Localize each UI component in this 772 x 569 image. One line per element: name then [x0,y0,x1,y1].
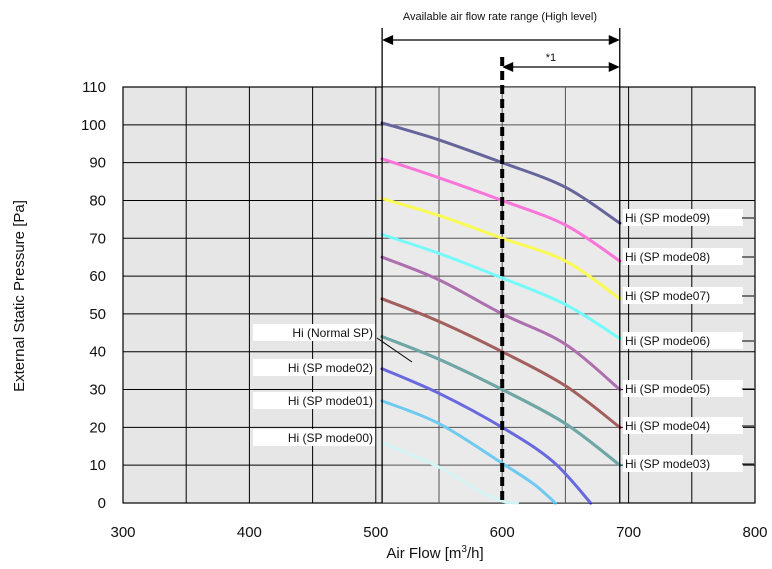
arrow-head-right [608,62,620,72]
series-label-text: Hi (SP mode01) [288,394,373,408]
series-label-text: Hi (SP mode00) [288,431,373,445]
series-label-bg [623,287,743,304]
y-axis-title: External Static Pressure [Pa] [11,200,28,392]
y-tick-label: 70 [89,230,106,247]
series-label-bg [253,392,375,409]
series-label-bg [623,455,743,472]
series-label-right: Hi (SP mode08) [623,248,754,265]
x-tick-label: 500 [363,524,388,541]
series-line [380,233,622,340]
rated-arrow [502,62,620,72]
series-label-right: Hi (SP mode06) [623,332,754,349]
range-annotation-label: Available air flow rate range (High leve… [403,11,597,23]
series-label-right: Hi (SP mode07) [623,287,754,304]
y-tick-label: 20 [89,419,106,436]
series-label-text: Hi (SP mode08) [625,250,710,264]
y-tick-label: 60 [89,268,106,285]
y-tick-labels: 0 10 20 30 40 50 60 70 80 90 100 110 [81,79,106,512]
y-tick-label: 100 [81,117,106,134]
series-label-bg [623,332,743,349]
x-tick-label: 600 [490,524,515,541]
y-tick-label: 80 [89,192,106,209]
x-tick-label: 400 [237,524,262,541]
series-label-bg [253,429,375,446]
normal-sp-leader [376,337,413,363]
y-tick-label: 110 [82,79,106,96]
range-arrow [382,35,620,45]
arrow-head-left [382,35,394,45]
annotations: Available air flow rate range (High leve… [381,11,621,503]
series-label-bg [623,417,743,434]
series-label-text: Hi (SP mode07) [625,289,710,303]
series-label-right: Hi (SP mode09) [623,209,754,226]
series-label-text: Hi (SP mode02) [288,361,373,375]
series-label-right: Hi (SP mode03) [623,455,754,472]
series-label-bg [623,380,743,397]
series-label-left: Hi (Normal SP) [253,324,375,341]
series-label-right: Hi (SP mode04) [623,417,754,434]
rated-annotation-label: *1 [546,52,556,64]
x-tick-labels: 300 400 500 600 700 800 [110,524,767,541]
series-label-text: Hi (SP mode06) [625,334,710,348]
series-label-text: Hi (SP mode03) [625,457,710,471]
series-label-left: Hi (SP mode01) [253,392,375,409]
series-label-text: Hi (SP mode09) [625,211,710,225]
x-tick-label: 800 [742,524,767,541]
y-tick-label: 50 [89,306,106,323]
x-axis-title: Air Flow [m3/h] [386,544,483,562]
series-label-bg [253,324,375,341]
series-label-bg [253,359,375,376]
series-label-bg [623,209,743,226]
series-label-left: Hi (SP mode00) [253,429,375,446]
y-tick-label: 90 [89,155,106,172]
x-tick-label: 700 [616,524,641,541]
y-tick-label: 30 [89,382,106,399]
arrow-head-right [608,35,620,45]
series-label-bg [623,248,743,265]
series-label-right: Hi (SP mode05) [623,380,754,397]
series-label-text: Hi (SP mode04) [625,419,710,433]
series-labels: Hi (SP mode09) Hi (SP mode08) Hi (SP mode0… [253,209,754,472]
y-tick-label: 0 [98,495,106,512]
series-line [380,197,622,301]
series-line [380,335,622,467]
x-axis-title-sup: 3 [461,544,467,555]
x-axis-title-tail: /h] [467,545,484,562]
series-line [380,441,519,505]
y-tick-label: 40 [89,344,106,361]
y-tick-label: 10 [89,457,106,474]
series-label-left: Hi (SP mode02) [253,359,375,376]
x-tick-label: 300 [110,524,135,541]
series-label-text: Hi (Normal SP) [292,326,373,340]
x-axis-title-main: Air Flow [m [386,545,461,562]
series-label-text: Hi (SP mode05) [625,382,710,396]
arrow-head-left [502,62,514,72]
